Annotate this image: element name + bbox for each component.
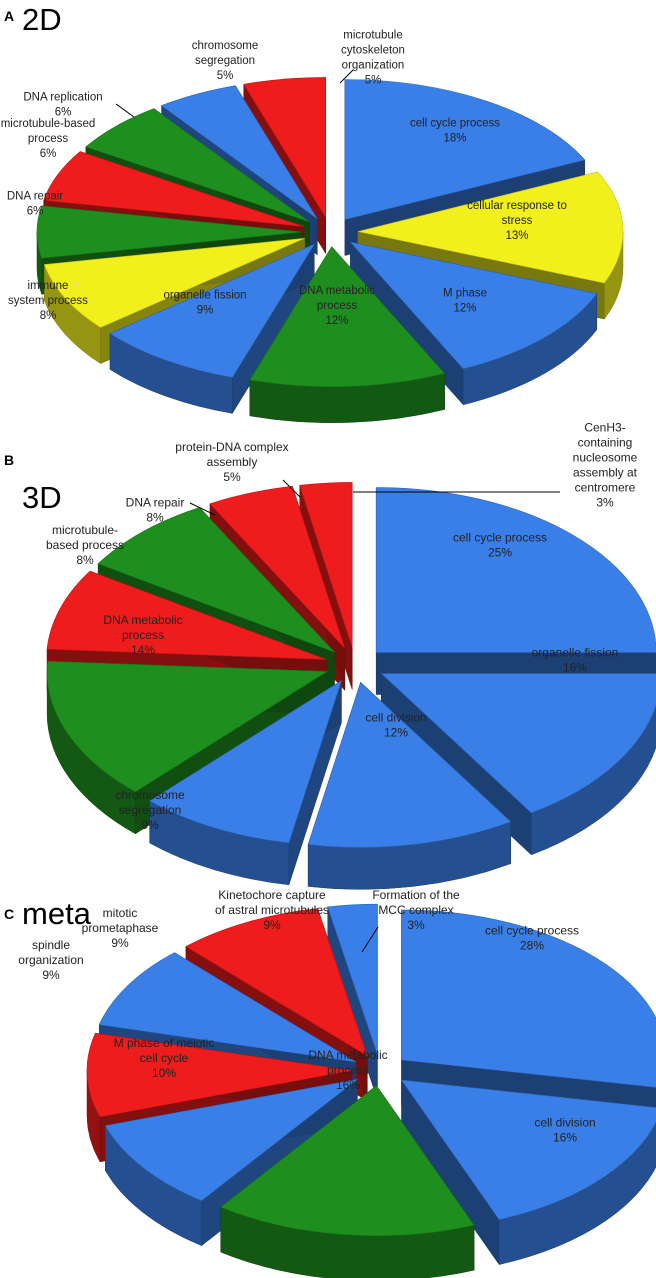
panel-letter-a: A bbox=[4, 8, 15, 24]
panel-a: A 2D cell cycle process 18% cellular respo… bbox=[0, 0, 656, 424]
slice-label-cenh3: CenH3-containing nucleosome assembly at cen… bbox=[573, 421, 638, 510]
slice-label-spindle: spindle organization 9% bbox=[18, 938, 83, 982]
slice-label-cell-cycle-process: cell cycle process 18% bbox=[410, 118, 500, 145]
panel-title-c: meta bbox=[22, 896, 91, 931]
slice-label-dna-metabolic: DNA metabolic process 12% bbox=[299, 285, 375, 327]
pie-slice-dna-metabolic bbox=[220, 1084, 475, 1278]
pie-slice-organelle-fission bbox=[109, 243, 316, 415]
pie-slice-chromosome bbox=[149, 680, 342, 886]
panel-b: B 3D cell cycle process 25% organelle fiss… bbox=[0, 421, 656, 890]
pie-chart-b: cell cycle process 25% organelle fission 16… bbox=[46, 421, 656, 890]
slice-label-cell-cycle-process: cell cycle process 25% bbox=[453, 531, 547, 560]
slice-label-organelle-fission: organelle fission 9% bbox=[163, 290, 246, 317]
slice-label-cellular-response-to: cellular response to stress 13% bbox=[467, 200, 567, 242]
pie-slice-cell-cycle-process bbox=[375, 487, 656, 695]
pie-slice-cell-division bbox=[307, 681, 512, 890]
slice-label-chromosome: chromosome segregation 9% bbox=[115, 788, 185, 832]
slice-label-m-phase-of-meiotic: M phase of meiotic cell cycle 10% bbox=[114, 1036, 215, 1080]
panel-c: C meta cell cycle process 28% cell divisio… bbox=[0, 880, 656, 1278]
slice-label-mitotic: mitotic prometaphase 9% bbox=[82, 906, 159, 950]
slice-label-dna-repair: DNA repair 8% bbox=[126, 496, 185, 525]
slice-label-immune: immune system process 8% bbox=[8, 280, 88, 322]
slice-label-protein-dna-complex: protein-DNA complex assembly 5% bbox=[175, 440, 288, 484]
leader-line bbox=[339, 69, 354, 84]
panel-letter-b: B bbox=[4, 452, 15, 468]
slice-label-m-phase: M phase 12% bbox=[443, 288, 487, 315]
slice-label-cell-division: cell division 16% bbox=[534, 1116, 595, 1145]
pie-slice-dna-metabolic bbox=[249, 245, 446, 424]
slice-label-dna-metabolic: DNA metabolic process 14% bbox=[103, 613, 182, 657]
slice-label-formation-of-the: Formation of the MCC complex 3% bbox=[372, 888, 460, 932]
panel-title-a: 2D bbox=[22, 2, 62, 37]
leader-line bbox=[115, 103, 135, 118]
panel-letter-c: C bbox=[4, 906, 15, 922]
slice-label-chromosome: chromosome segregation 5% bbox=[192, 40, 258, 82]
pie-chart-c: cell cycle process 28% cell division 16% DNA… bbox=[18, 888, 656, 1278]
slice-label-cell-cycle-process: cell cycle process 28% bbox=[485, 924, 579, 953]
slice-label-dna-replication: DNA replication 6% bbox=[23, 92, 102, 119]
slice-label-dna-metabolic: DNA metabolic process 16% bbox=[308, 1048, 387, 1092]
slice-label-microtubule: microtubule cytoskeleton organization 5% bbox=[341, 30, 405, 87]
slice-label-kinetochore-capture: Kinetochore capture of astral microtubule… bbox=[215, 888, 329, 932]
slice-label-microtubule-based: microtubule-based process 6% bbox=[1, 118, 96, 160]
leader-line bbox=[282, 479, 301, 498]
slice-label-dna-repair: DNA repair 6% bbox=[7, 191, 63, 218]
slice-label-cell-division: cell division 12% bbox=[365, 711, 426, 740]
pie-chart-a: cell cycle process 18% cellular response t… bbox=[1, 30, 624, 424]
leader-line bbox=[189, 502, 216, 516]
leader-line bbox=[361, 926, 379, 953]
panel-title-b: 3D bbox=[22, 480, 62, 515]
slice-label-microtubule: microtubule-based process 8% bbox=[46, 523, 124, 567]
slice-label-organelle-fission: organelle fission 16% bbox=[532, 646, 619, 675]
